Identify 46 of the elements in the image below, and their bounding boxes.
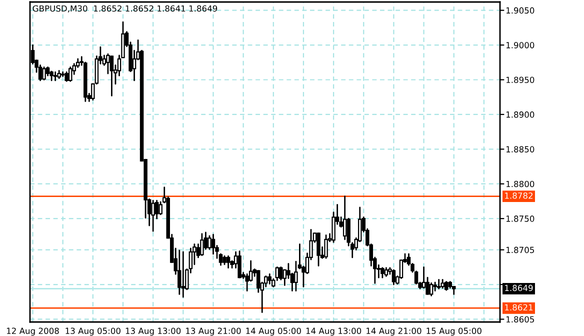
- ref-line-label: 1.8782: [505, 192, 532, 199]
- x-tick-label: 14 Aug 13:00: [306, 328, 362, 336]
- x-tick-label: 13 Aug 05:00: [66, 328, 120, 336]
- candlestick: [50, 70, 54, 82]
- candlestick: [181, 251, 186, 298]
- candlestick: [342, 196, 347, 240]
- candlestick: [151, 200, 155, 232]
- x-tick-label: 13 Aug 13:00: [126, 328, 181, 336]
- candlestick: [53, 71, 58, 82]
- candlestick: [279, 266, 283, 280]
- x-tick-label: 12 Aug 2008: [6, 328, 59, 336]
- candlestick: [158, 201, 162, 216]
- candlestick: [68, 66, 72, 82]
- y-tick-label: 1.9050: [506, 7, 534, 14]
- candlestick: [200, 233, 204, 256]
- candlestick: [294, 260, 298, 292]
- candlestick: [436, 278, 441, 290]
- candlestick: [106, 53, 110, 74]
- candlestick: [380, 267, 384, 278]
- y-tick-label: 1.8900: [506, 111, 534, 118]
- candlestick: [268, 273, 272, 285]
- candlestick: [238, 250, 242, 278]
- candlestick: [226, 255, 230, 269]
- y-tick-label: 1.9000: [506, 42, 534, 48]
- x-tick-label: 14 Aug 21:00: [366, 328, 422, 336]
- candlestick: [42, 66, 46, 80]
- candlestick: [110, 55, 114, 96]
- ref-line-label: 1.8621: [505, 304, 533, 311]
- candlestick: [64, 71, 68, 82]
- ref-line-label: 1.8649: [505, 284, 533, 292]
- y-tick-label: 1.8750: [506, 216, 534, 222]
- candlestick: [324, 234, 328, 259]
- x-tick-label: 13 Aug 21:00: [186, 328, 241, 336]
- candlestick: [429, 282, 434, 296]
- y-tick-label: 1.8800: [506, 180, 534, 188]
- y-tick-label: 1.8605: [506, 316, 534, 323]
- x-tick-label: 14 Aug 05:00: [246, 328, 301, 336]
- x-tick-label: 15 Aug 05:00: [426, 328, 482, 336]
- chart-title: GBPUSD,M30 1.8652 1.8652 1.8641 1.8649: [32, 5, 218, 12]
- candlestick: [392, 269, 396, 286]
- y-tick-label: 1.8850: [506, 146, 534, 152]
- candlestick: [316, 232, 320, 266]
- candlestick: [211, 234, 216, 255]
- candlestick: [178, 250, 182, 295]
- y-tick-label: 1.8705: [506, 246, 534, 254]
- y-tick-label: 1.8950: [506, 76, 534, 84]
